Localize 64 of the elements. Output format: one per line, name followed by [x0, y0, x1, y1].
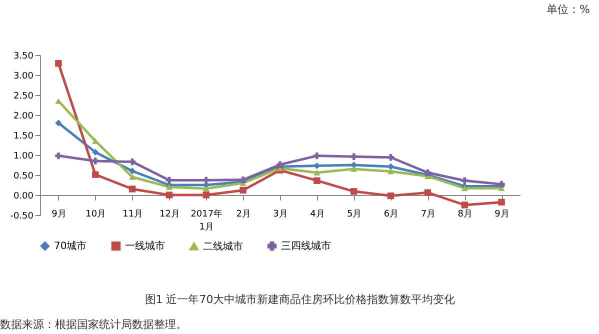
point [387, 163, 394, 170]
point [55, 98, 62, 104]
legend-label: 三四线城市 [281, 240, 331, 252]
point [128, 186, 136, 192]
y-tick-label: 2.00 [13, 112, 34, 122]
y-tick-label: 1.50 [13, 132, 34, 142]
point [128, 174, 136, 180]
y-tick-label: 2.50 [13, 92, 34, 102]
point [424, 189, 432, 196]
legend-label: 70城市 [54, 240, 87, 252]
point [55, 152, 62, 160]
point [55, 60, 62, 67]
y-tick-label: 3.50 [13, 52, 34, 62]
point [128, 158, 136, 166]
point [92, 148, 99, 156]
point [55, 120, 62, 126]
point [314, 177, 320, 184]
y-tick-label: 0.50 [13, 172, 34, 182]
x-tick-label: 7月 [420, 210, 436, 220]
y-tick-label: 1.00 [13, 152, 34, 162]
source-note: 数据来源：根据国家统计局数据整理。 [0, 318, 187, 331]
x-tick-label: 2017年 1月 [190, 208, 223, 232]
point [128, 168, 136, 174]
x-tick-label: 8月 [458, 210, 472, 220]
x-tick-label: 5月 [346, 210, 362, 220]
point [498, 198, 505, 206]
x-tick-label: 9月 [52, 210, 66, 220]
point [202, 186, 210, 192]
point [92, 171, 99, 178]
x-tick-label: 12月 [160, 210, 180, 220]
point [461, 202, 468, 208]
text: 单位：% [546, 3, 590, 16]
point [461, 185, 468, 192]
point [387, 154, 394, 161]
point [240, 186, 246, 194]
point [350, 166, 358, 172]
point [166, 176, 173, 184]
point [461, 177, 468, 184]
point [166, 184, 173, 190]
legend-label: 一线城市 [125, 240, 165, 252]
point [387, 168, 394, 174]
y-tick-label: 0.00 [13, 192, 34, 202]
x-tick-label: 9月 [494, 210, 510, 220]
legend-label: 二线城市 [203, 240, 243, 252]
point [314, 170, 320, 176]
caption: 图1 近一年70大中城市新建商品住房环比价格指数算数平均变化 [144, 293, 456, 306]
x-tick-label: 2月 [236, 210, 251, 220]
point [350, 153, 358, 160]
point [314, 152, 320, 160]
point [202, 176, 210, 184]
point [350, 188, 358, 195]
point [424, 169, 432, 176]
point [387, 192, 394, 200]
point [166, 192, 173, 198]
y-tick-label: -0.50 [10, 212, 34, 222]
point [202, 192, 210, 198]
x-tick-label: 11月 [122, 210, 144, 220]
x-tick-label: 6月 [384, 210, 399, 220]
y-tick-label: 3.00 [13, 72, 34, 82]
point [92, 158, 99, 164]
x-tick-label: 3月 [273, 210, 288, 220]
point [314, 162, 320, 170]
x-tick-label: 10月 [86, 210, 106, 220]
x-tick-label: 4月 [310, 210, 325, 220]
